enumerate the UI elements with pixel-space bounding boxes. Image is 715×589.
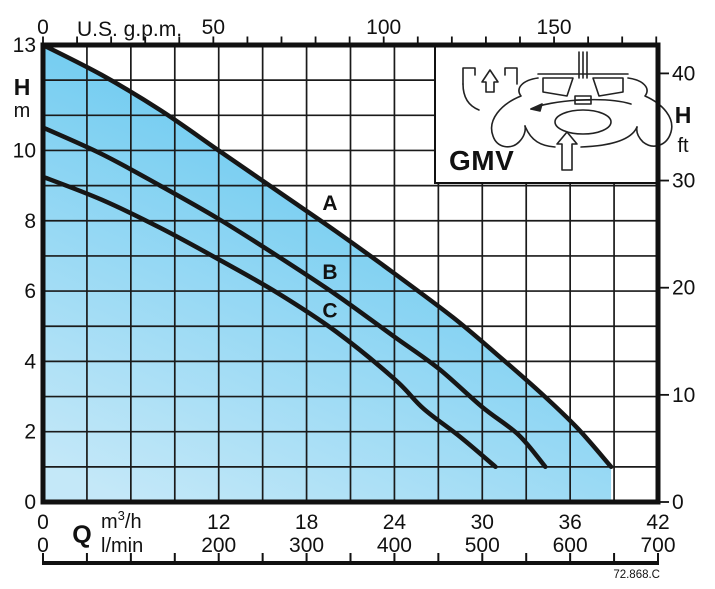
unit-lmin-label: l/min <box>101 535 143 557</box>
tick-label-m3h: 42 <box>646 511 669 534</box>
curve-b <box>40 125 548 470</box>
tick-label-m3h: 36 <box>558 511 581 534</box>
axis-title-gpm: U.S. g.p.m. <box>77 18 182 41</box>
ref-code: 72.868.C <box>613 569 660 581</box>
unit-m3h-label: m3/h <box>101 508 142 533</box>
pump-cross-section-icon <box>462 51 673 171</box>
tick-label-lmin: 700 <box>640 534 675 557</box>
tick-label-ft: 40 <box>672 62 695 85</box>
h-symbol-left: H <box>14 74 31 100</box>
tick-label-ft: 30 <box>672 170 695 193</box>
tick-label-lmin: 400 <box>377 534 412 557</box>
tick-label-ft: 10 <box>672 384 695 407</box>
curve-c <box>40 174 498 470</box>
tick-label-m3h: 24 <box>383 511 407 534</box>
tick-label-m: 2 <box>24 421 36 444</box>
tick-label-m3h: 30 <box>471 511 494 534</box>
curve-a <box>40 42 614 470</box>
inset-box <box>434 43 660 184</box>
curve-label-b: B <box>322 261 337 284</box>
tick-label-m3h: 0 <box>37 511 49 534</box>
tick-label-lmin: 200 <box>201 534 236 557</box>
tick-label-gpm: 50 <box>202 16 225 39</box>
unit-m-label: m <box>14 100 31 122</box>
tick-label-m: 6 <box>24 280 36 303</box>
tick-label-m3h: 12 <box>207 511 230 534</box>
tick-label-lmin: 500 <box>465 534 500 557</box>
curve-label-c: C <box>322 299 337 322</box>
tick-label-gpm: 0 <box>37 16 49 39</box>
lmin-scale-bar <box>42 561 659 565</box>
tick-label-lmin: 600 <box>553 534 588 557</box>
q-symbol: Q <box>72 521 91 549</box>
pump-schematic-inset: GMV <box>434 43 673 184</box>
frame-rect <box>40 42 661 505</box>
performance-curves: A BC <box>40 42 614 470</box>
tick-label-lmin: 0 <box>37 534 49 557</box>
tick-label-m: 13 <box>13 34 36 57</box>
model-label: GMV <box>449 145 514 176</box>
tick-label-gpm: 100 <box>366 16 401 39</box>
h-symbol-right: H <box>675 102 692 128</box>
tick-label-m: 0 <box>24 491 36 514</box>
curve-label-a: A <box>322 192 337 215</box>
tick-label-m: 10 <box>13 139 36 162</box>
plot-frame <box>40 42 661 505</box>
shaded-area-under-curve-a <box>43 45 612 502</box>
tick-label-m: 8 <box>24 210 36 233</box>
tick-label-lmin: 300 <box>289 534 324 557</box>
tick-label-ft: 20 <box>672 277 695 300</box>
tick-label-gpm: 150 <box>537 16 572 39</box>
tick-label-m: 4 <box>24 350 36 373</box>
tick-label-ft: 0 <box>672 491 684 514</box>
area-fill <box>43 45 612 502</box>
tick-label-m3h: 18 <box>295 511 318 534</box>
unit-ft-label: ft <box>677 135 689 157</box>
